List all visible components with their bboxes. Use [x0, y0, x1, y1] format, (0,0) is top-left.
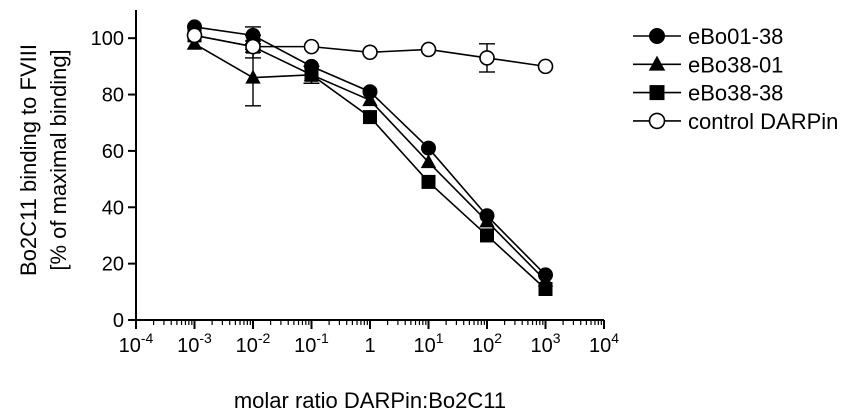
- marker-filled-triangle: [648, 55, 666, 71]
- legend-label: eBo38-01: [688, 52, 783, 77]
- x-axis-title: molar ratio DARPin:Bo2C11: [234, 388, 506, 413]
- marker-open-circle: [186, 27, 203, 44]
- x-tick-label: 10-2: [236, 330, 271, 357]
- marker-filled-square: [304, 67, 319, 82]
- marker-open-circle: [362, 44, 378, 61]
- marker-open-circle: [303, 38, 320, 55]
- axes: 0 20 40 60 80 100 10-4 10-3 10-2 10-1 1 101 102 103 10…: [91, 10, 619, 357]
- y-tick-label: 0: [113, 310, 124, 332]
- x-tick-label: 1: [364, 335, 375, 357]
- marker-filled-square: [538, 282, 553, 296]
- marker-open-circle: [479, 50, 495, 66]
- marker-open-circle: [245, 38, 261, 55]
- y-tick-label: 20: [102, 254, 124, 276]
- marker-filled-square: [649, 85, 665, 101]
- y-axis-title-line-1: Bo2C11 binding to FVIII: [16, 44, 41, 276]
- marker-filled-square: [480, 228, 494, 243]
- marker-filled-triangle: [479, 213, 495, 228]
- series-line: [194, 43, 547, 282]
- marker-filled-square: [421, 174, 436, 189]
- legend-item: eBo38-01: [633, 52, 783, 77]
- y-tick-label: 80: [102, 85, 124, 107]
- x-tick-label: 104: [589, 330, 619, 357]
- legend-label: eBo01-38: [688, 24, 783, 49]
- marker-open-circle: [537, 58, 554, 75]
- marker-filled-circle: [649, 28, 665, 44]
- marker-filled-triangle: [362, 92, 378, 107]
- legend-item: eBo01-38: [633, 24, 783, 49]
- y-tick-label: 100: [91, 28, 124, 50]
- legend-item: control DARPin: [633, 109, 838, 134]
- x-tick-label: 102: [472, 330, 502, 357]
- marker-open-circle: [648, 112, 666, 130]
- marker-filled-triangle: [420, 154, 437, 169]
- marker-filled-square: [363, 110, 377, 125]
- x-tick-label: 10-4: [119, 330, 154, 357]
- x-tick-label: 101: [413, 330, 443, 357]
- legend: eBo01-38 eBo38-01 eBo38-38 control DARPin: [633, 24, 838, 134]
- y-axis-title-line-2: [% of maximal binding]: [46, 49, 71, 270]
- series-layer: [186, 19, 554, 296]
- legend-label: control DARPin: [688, 109, 838, 134]
- y-tick-label: 60: [102, 141, 124, 163]
- x-tick-label: 10-1: [294, 330, 329, 357]
- series-control-darpin: [186, 27, 554, 75]
- y-tick-label: 40: [102, 197, 124, 219]
- x-tick-label: 10-3: [177, 330, 212, 357]
- series-ebo38-38: [187, 28, 553, 296]
- marker-filled-circle: [421, 140, 436, 156]
- series-ebo38-01: [186, 35, 554, 287]
- x-tick-label: 103: [530, 330, 560, 357]
- legend-label: eBo38-38: [688, 81, 783, 106]
- marker-filled-triangle: [245, 69, 261, 84]
- marker-open-circle: [420, 41, 437, 58]
- legend-item: eBo38-38: [633, 81, 783, 106]
